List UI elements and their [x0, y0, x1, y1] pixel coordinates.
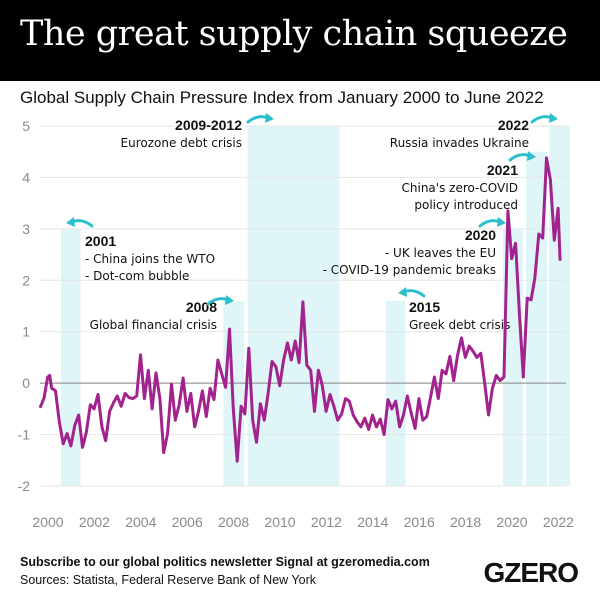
- annotation-text-2022: Russia invades Ukraine: [390, 136, 529, 150]
- y-tick-label: 2: [22, 272, 30, 288]
- subscribe-note: Subscribe to our global politics newslet…: [20, 555, 430, 569]
- annotation-text-2001: - Dot-com bubble: [85, 269, 189, 283]
- arrow-head-icon: [527, 151, 536, 161]
- y-tick-label: 4: [22, 169, 30, 185]
- arrow-head-icon: [497, 217, 506, 227]
- annotations: 2001 - China joins the WTO - Dot-com bubbl…: [66, 113, 558, 332]
- x-tick-label: 2022: [543, 514, 574, 530]
- arrow-head-icon: [398, 287, 407, 297]
- y-axis-ticks: 5 4 3 2 1 0 -1 -2: [18, 118, 31, 494]
- annotation-year-2020: 2020: [465, 227, 496, 243]
- y-tick-label: -2: [18, 478, 31, 494]
- y-tick-label: -1: [18, 427, 31, 443]
- arrow-icon: [478, 219, 502, 228]
- annotation-text-2021: policy introduced: [414, 198, 518, 212]
- annotation-year-2001: 2001: [85, 233, 116, 249]
- gscpi-series-line: [38, 156, 562, 463]
- arrow-icon: [246, 115, 270, 124]
- annotation-text-2001: - China joins the WTO: [85, 252, 215, 266]
- annotation-text-2009-2012: Eurozone debt crisis: [121, 136, 242, 150]
- annotation-year-2022: 2022: [498, 117, 529, 133]
- arrow-icon: [530, 115, 554, 124]
- x-tick-label: 2008: [218, 514, 249, 530]
- annotation-year-2015: 2015: [409, 299, 440, 315]
- x-tick-label: 2000: [32, 514, 63, 530]
- arrow-icon: [402, 289, 426, 298]
- band-2015: [385, 300, 406, 486]
- y-tick-label: 5: [22, 118, 30, 134]
- annotation-text-2021: China's zero-COVID: [402, 181, 519, 195]
- y-tick-label: 3: [22, 221, 30, 237]
- chart-title: The great supply chain squeeze: [20, 14, 568, 54]
- arrow-head-icon: [265, 113, 274, 123]
- x-tick-label: 2018: [450, 514, 481, 530]
- grid-lines: [40, 125, 566, 487]
- arrow-icon: [70, 219, 94, 228]
- band-2001: [60, 228, 81, 486]
- annotation-year-2009-2012: 2009-2012: [175, 117, 242, 133]
- x-tick-label: 2006: [172, 514, 203, 530]
- annotation-text-2020: - COVID-19 pandemic breaks: [323, 263, 496, 277]
- x-tick-label: 2010: [264, 514, 295, 530]
- chart-subtitle: Global Supply Chain Pressure Index from …: [20, 88, 544, 107]
- sources-note: Sources: Statista, Federal Reserve Bank …: [20, 573, 316, 587]
- band-2022: [549, 126, 571, 486]
- title-bar: The great supply chain squeeze: [0, 0, 600, 81]
- arrow-head-icon: [225, 295, 234, 305]
- y-tick-label: 1: [22, 324, 30, 340]
- x-tick-label: 2020: [496, 514, 527, 530]
- band-2009-2012: [247, 126, 340, 486]
- x-tick-label: 2004: [125, 514, 156, 530]
- x-tick-label: 2016: [404, 514, 435, 530]
- annotation-text-2020: - UK leaves the EU: [385, 246, 496, 260]
- x-tick-label: 2014: [357, 514, 388, 530]
- x-tick-label: 2002: [79, 514, 110, 530]
- gzero-logo: GZERO: [483, 557, 579, 588]
- y-tick-label: 0: [22, 375, 30, 391]
- annotation-text-2015: Greek debt crisis: [409, 318, 510, 332]
- x-axis-ticks: 2000 2002 2004 2006 2008 2010 2012 2014 2016 2018…: [32, 514, 574, 530]
- annotation-text-2008: Global financial crisis: [90, 318, 217, 332]
- x-tick-label: 2012: [311, 514, 342, 530]
- annotation-year-2021: 2021: [487, 162, 518, 178]
- arrow-head-icon: [549, 113, 558, 123]
- highlight-bands: [60, 126, 571, 486]
- arrow-head-icon: [66, 217, 75, 227]
